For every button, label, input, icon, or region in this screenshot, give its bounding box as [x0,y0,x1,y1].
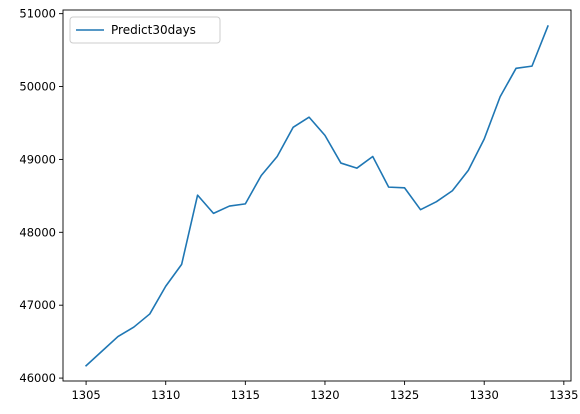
y-tick-label-0: 46000 [19,371,56,385]
x-tick-label-2: 1315 [231,388,260,402]
series-line-0 [84,25,549,367]
y-tick-label-2: 48000 [19,225,56,239]
legend-box [69,16,221,44]
x-tick-label-3: 1320 [310,388,339,402]
x-tick-label-5: 1330 [470,388,499,402]
legend: Predict30days [69,16,221,44]
x-tick-label-1: 1310 [151,388,180,402]
axes-frame [62,9,572,382]
y-tick-label-4: 50000 [19,80,56,94]
y-tick-label-1: 47000 [19,298,56,312]
x-tick-label-0: 1305 [71,388,100,402]
plot-layer [84,25,549,367]
x-tick-label-6: 1335 [549,388,578,402]
y-tick-label-3: 49000 [19,152,56,166]
y-tick-label-5: 51000 [19,7,56,21]
legend-label: Predict30days [111,23,196,37]
axes-layer: 1305 1310 1315 1320 1325 1330 1335 46000 47000 48… [19,7,578,402]
x-tick-label-4: 1325 [390,388,419,402]
